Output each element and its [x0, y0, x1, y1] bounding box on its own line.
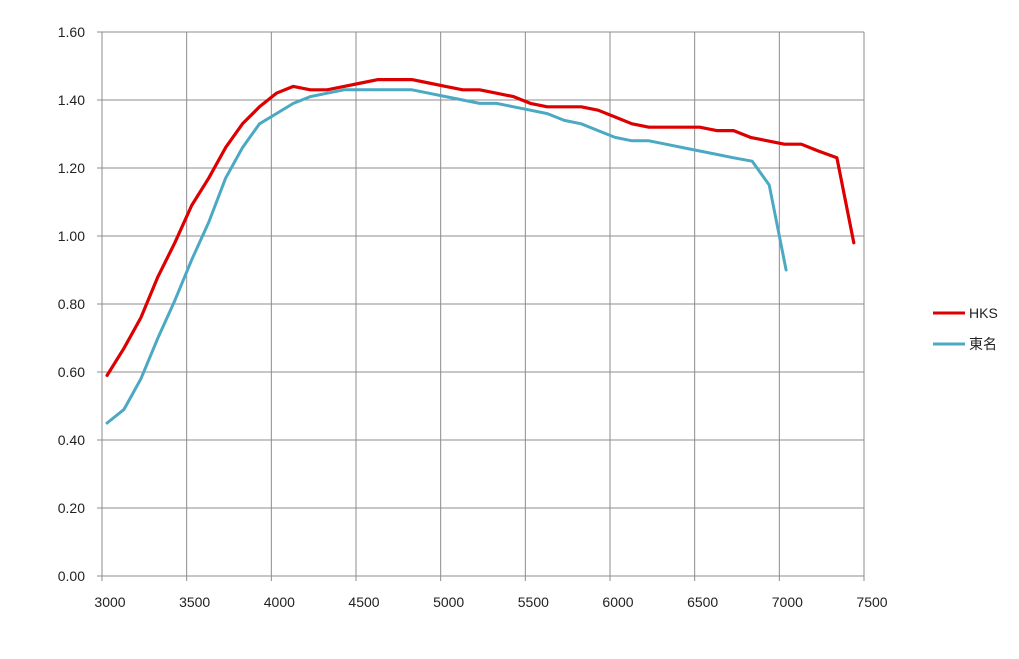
series-line-1: [105, 78, 856, 377]
y-tick-label: 0.80: [58, 296, 85, 312]
legend-label: 東名: [969, 336, 997, 352]
legend-label: HKS: [969, 305, 998, 321]
legend: HKS 東名: [933, 305, 998, 352]
series-group: [105, 78, 856, 425]
x-tick-label: 5000: [433, 594, 464, 610]
x-tick-label: 7500: [856, 594, 887, 610]
y-tick-label: 1.60: [58, 24, 85, 40]
x-tick-label: 4000: [264, 594, 295, 610]
y-tick-label: 1.40: [58, 92, 85, 108]
grid: [101, 31, 865, 577]
x-tick-label: 6000: [602, 594, 633, 610]
x-tick-label: 5500: [518, 594, 549, 610]
y-tick-label: 1.00: [58, 228, 85, 244]
y-tick-label: 0.40: [58, 432, 85, 448]
x-tick-labels: 3000 3500 4000 4500 5000 5500 6000 6500 7000 7500: [94, 576, 888, 610]
x-tick-label: 3000: [94, 594, 125, 610]
series-line-2: [105, 88, 788, 425]
x-tick-label: 4500: [348, 594, 379, 610]
y-tick-label: 0.00: [58, 568, 85, 584]
y-tick-labels: 0.00 0.20 0.40 0.60 0.80 1.00 1.20 1.40 1.60: [58, 24, 102, 584]
y-tick-label: 0.60: [58, 364, 85, 380]
y-tick-label: 0.20: [58, 500, 85, 516]
x-tick-label: 6500: [687, 594, 718, 610]
x-tick-label: 3500: [179, 594, 210, 610]
y-tick-label: 1.20: [58, 160, 85, 176]
x-tick-label: 7000: [772, 594, 803, 610]
